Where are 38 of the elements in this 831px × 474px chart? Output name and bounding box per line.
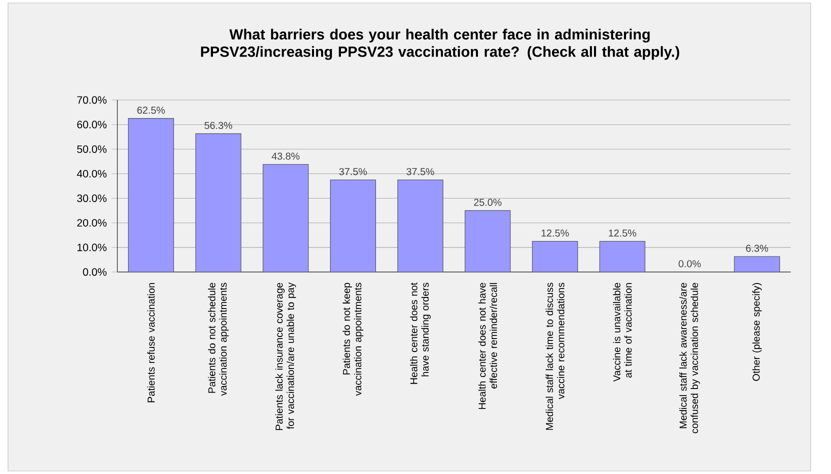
x-tick-label: Patients do not keep vaccination appointments — [342, 283, 364, 396]
y-tick-label: 0.0% — [83, 268, 107, 276]
x-tick-label: Patients do not schedule vaccination appointments — [208, 283, 229, 396]
x-tick-label: Patients lack insurance coverage for vaccination/are unable to pay — [275, 282, 296, 430]
data-label: 62.5% — [137, 106, 165, 114]
data-label: 43.8% — [272, 152, 300, 160]
y-tick-label: 50.0% — [77, 146, 107, 154]
bar — [195, 134, 242, 272]
bar — [330, 180, 376, 272]
x-tick-label: Medical staff lack time to discuss vaccine recommendations — [546, 283, 564, 430]
y-tick-label: 30.0% — [77, 194, 107, 202]
chart-title: What barriers does your health center face in administering PPSV23/increasing PPSV23 vaccination rate? (Check all that apply.) — [201, 29, 680, 60]
x-tick-label: Medical staff lack awareness/are confused by vaccination schedule — [679, 283, 700, 434]
y-tick-label: 70.0% — [77, 96, 107, 104]
data-label: 6.3% — [746, 244, 768, 252]
bar — [128, 118, 174, 272]
y-tick-label: 40.0% — [76, 170, 107, 178]
data-label: 25.0% — [474, 199, 502, 206]
bar — [464, 210, 511, 272]
x-tick-label: Patients refuse vaccination — [147, 283, 155, 402]
x-tick-label: Health center does not have standing orders — [410, 282, 431, 384]
y-tick-label: 10.0% — [78, 244, 107, 252]
bar — [397, 180, 444, 272]
data-label: 56.3% — [204, 122, 232, 130]
x-tick-label: Other (please specify) — [752, 283, 762, 382]
data-label: 37.5% — [339, 168, 367, 176]
y-tick-label: 60.0% — [77, 121, 107, 129]
x-tick-label: Vaccine is unavailable at time of vaccination — [613, 283, 632, 382]
data-label: 37.5% — [406, 168, 434, 176]
data-label: 12.5% — [608, 230, 636, 237]
y-tick-label: 20.0% — [77, 219, 107, 227]
data-label: 0.0% — [678, 260, 701, 268]
bar — [262, 164, 309, 272]
bar — [532, 241, 578, 272]
bar — [599, 241, 646, 272]
x-tick-label: Health center does not have effective reminder/recall — [478, 283, 498, 410]
bar — [734, 256, 780, 272]
data-label: 12.5% — [542, 230, 569, 237]
